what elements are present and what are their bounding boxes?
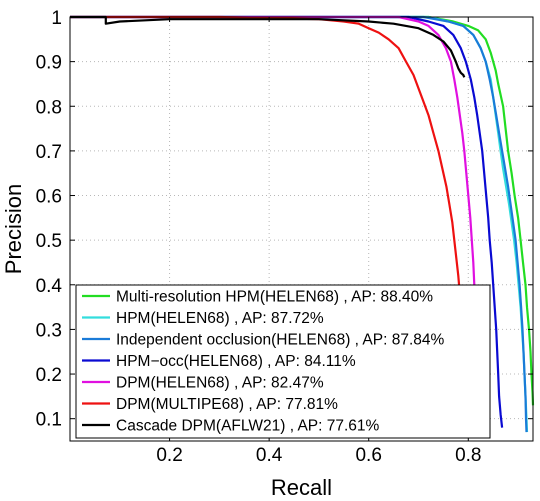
- y-tick-label: 1: [51, 8, 62, 29]
- y-tick-label: 0.6: [36, 187, 62, 208]
- legend-entry-label: DPM(HELEN68) , AP: 82.47%: [116, 375, 324, 392]
- series-line-3: [70, 15, 504, 428]
- legend-entry-label: HPM(HELEN68) , AP: 87.72%: [116, 310, 324, 327]
- legend-entry-label: Cascade DPM(AFLW21) , AP: 77.61%: [116, 418, 380, 435]
- y-tick-label: 0.4: [36, 276, 63, 297]
- x-tick-label: 0.6: [355, 445, 381, 466]
- axis-ticks: 0.2 0.4 0.6 0.8 0.1 0.2 0.3 0.4 0.5 0.6 0.7 0.8 0.9 1: [36, 8, 533, 466]
- legend: Multi-resolution HPM(HELEN68) , AP: 88.4…: [75, 284, 491, 439]
- legend-entry-label: HPM−occ(HELEN68) , AP: 84.11%: [116, 353, 356, 370]
- series-line-2: [70, 15, 528, 433]
- grid-lines: [70, 16, 533, 441]
- x-tick-label: 0.4: [256, 445, 283, 466]
- x-axis-label: Recall: [271, 475, 332, 500]
- y-tick-label: 0.1: [36, 410, 62, 431]
- y-tick-label: 0.7: [36, 142, 62, 163]
- legend-entry-label: Independent occlusion(HELEN68) , AP: 87.…: [116, 332, 445, 349]
- y-tick-label: 0.3: [36, 320, 62, 341]
- legend-box: [75, 284, 491, 439]
- x-tick-label: 0.8: [455, 445, 481, 466]
- y-tick-label: 0.9: [36, 53, 62, 74]
- series-line-6: [70, 15, 466, 78]
- legend-entry-label: DPM(MULTIPE68) , AP: 77.81%: [116, 396, 338, 413]
- plot-frame: [69, 16, 534, 442]
- x-tick-label: 0.2: [156, 445, 182, 466]
- y-tick-label: 0.2: [36, 365, 62, 386]
- y-axis-label: Precision: [1, 184, 26, 274]
- y-tick-label: 0.5: [36, 231, 62, 252]
- legend-entry-label: Multi-resolution HPM(HELEN68) , AP: 88.4…: [116, 289, 433, 306]
- y-tick-label: 0.8: [36, 97, 62, 118]
